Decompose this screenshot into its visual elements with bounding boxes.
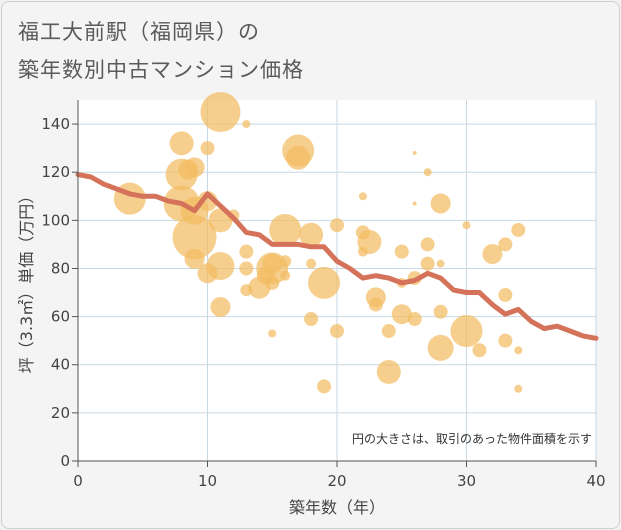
data-bubble (412, 201, 417, 206)
bubble-layer (113, 92, 526, 394)
data-bubble (265, 275, 280, 290)
data-bubble (200, 141, 215, 156)
data-bubble (482, 244, 503, 265)
data-bubble (200, 92, 241, 133)
data-bubble (308, 266, 341, 299)
data-bubble (498, 333, 513, 348)
data-bubble (299, 222, 324, 247)
data-bubble (394, 244, 409, 259)
data-bubble (304, 312, 319, 327)
data-bubble (462, 221, 471, 230)
axes: 0 20 40 60 80 100 120 140 0 10 20 30 40 (41, 100, 606, 490)
data-bubble (420, 256, 435, 271)
data-bubble (242, 120, 251, 129)
data-bubble (433, 304, 448, 319)
data-bubble (206, 252, 235, 281)
data-bubble (172, 215, 217, 260)
x-axis-label: 築年数（年） (289, 498, 385, 517)
data-bubble (317, 379, 332, 394)
trend-line (75, 172, 599, 341)
y-axis-label: 坪（3.3㎡）単価（万円） (17, 188, 36, 373)
data-bubble (330, 218, 344, 233)
data-bubble (306, 258, 317, 269)
data-bubble (268, 329, 277, 338)
data-bubble (498, 287, 513, 302)
chart-title-line2: 築年数別中古マンション価格 (18, 58, 304, 82)
y-tick-label: 80 (51, 259, 70, 277)
y-tick-label: 20 (51, 404, 70, 422)
data-bubble (169, 131, 194, 156)
data-bubble (514, 346, 523, 355)
data-bubble (358, 192, 367, 201)
data-bubble (412, 150, 417, 155)
data-bubble (269, 213, 302, 246)
data-bubble (436, 259, 445, 268)
data-bubble (423, 168, 432, 177)
y-tick-label: 140 (41, 115, 70, 133)
data-bubble (420, 237, 435, 252)
data-bubble (407, 312, 422, 327)
data-bubble (391, 304, 412, 325)
x-tick-label: 40 (586, 472, 605, 490)
data-bubble (239, 244, 254, 259)
data-bubble (472, 343, 487, 358)
x-tick-label: 20 (327, 472, 346, 490)
data-bubble (498, 237, 513, 252)
x-tick-label: 30 (457, 472, 476, 490)
y-tick-label: 40 (51, 356, 70, 374)
data-bubble (210, 296, 231, 317)
data-bubble (450, 315, 483, 348)
data-bubble (427, 334, 454, 361)
size-note: 円の大きさは、取引のあった物件面積を示す (352, 431, 592, 446)
data-bubble (184, 157, 205, 178)
x-tick-label: 10 (198, 472, 217, 490)
data-bubble (514, 384, 523, 393)
y-tick-label: 0 (60, 452, 70, 470)
data-bubble (280, 270, 291, 281)
data-bubble (357, 229, 382, 254)
data-bubble (286, 145, 311, 170)
data-bubble (511, 222, 526, 237)
data-bubble (184, 248, 205, 269)
y-tick-label: 120 (41, 163, 70, 181)
data-bubble (239, 261, 254, 276)
y-tick-label: 100 (41, 211, 70, 229)
y-tick-label: 60 (51, 308, 70, 326)
data-bubble (279, 255, 292, 268)
data-bubble (376, 359, 401, 384)
data-bubble (381, 324, 396, 339)
chart-title-line1: 福工大前駅（福岡県）の (18, 20, 260, 44)
x-tick-label: 0 (73, 472, 83, 490)
data-bubble (368, 297, 383, 312)
data-bubble (330, 324, 344, 339)
data-bubble (430, 193, 451, 214)
